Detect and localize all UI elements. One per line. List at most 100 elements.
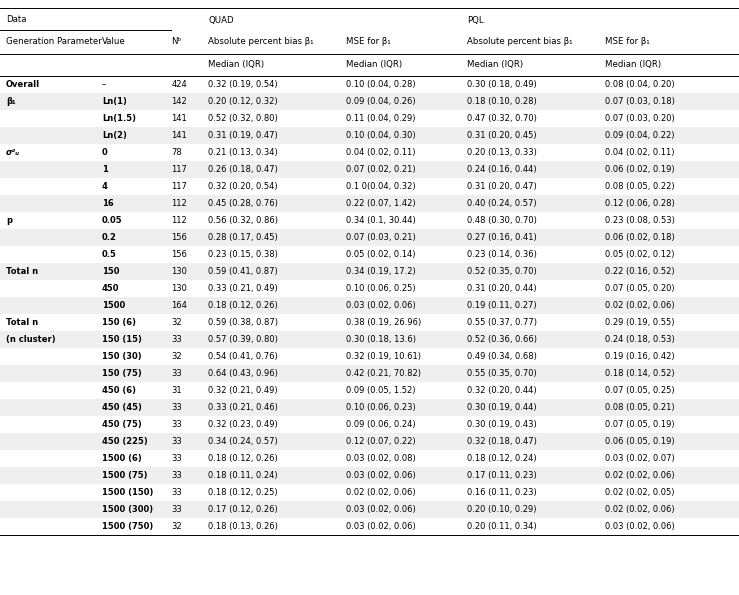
Text: 0.52 (0.32, 0.80): 0.52 (0.32, 0.80) — [208, 114, 278, 123]
Text: 0.18 (0.12, 0.25): 0.18 (0.12, 0.25) — [208, 488, 278, 497]
Text: 0.06 (0.02, 0.18): 0.06 (0.02, 0.18) — [605, 233, 674, 242]
Text: σ²ᵤ: σ²ᵤ — [6, 148, 20, 157]
Text: Overall: Overall — [6, 80, 40, 89]
Text: 0.02 (0.02, 0.06): 0.02 (0.02, 0.06) — [605, 505, 674, 514]
Text: 0.03 (0.02, 0.06): 0.03 (0.02, 0.06) — [605, 522, 674, 531]
Text: 1500 (150): 1500 (150) — [102, 488, 154, 497]
Text: 33: 33 — [171, 454, 183, 463]
Bar — [0, 433, 739, 450]
Text: 0.32 (0.19, 10.61): 0.32 (0.19, 10.61) — [346, 352, 420, 361]
Bar — [0, 365, 739, 382]
Text: 0.38 (0.19, 26.96): 0.38 (0.19, 26.96) — [346, 318, 421, 327]
Text: 0.05 (0.02, 0.12): 0.05 (0.02, 0.12) — [605, 250, 674, 259]
Text: 0.47 (0.32, 0.70): 0.47 (0.32, 0.70) — [467, 114, 537, 123]
Text: 0.52 (0.36, 0.66): 0.52 (0.36, 0.66) — [467, 335, 537, 344]
Text: 0.05 (0.02, 0.14): 0.05 (0.02, 0.14) — [346, 250, 415, 259]
Text: Data: Data — [6, 15, 27, 24]
Text: Median (IQR): Median (IQR) — [208, 61, 265, 70]
Text: 141: 141 — [171, 131, 187, 140]
Text: 0.19 (0.11, 0.27): 0.19 (0.11, 0.27) — [467, 301, 537, 310]
Bar — [0, 127, 739, 144]
Text: 0.48 (0.30, 0.70): 0.48 (0.30, 0.70) — [467, 216, 537, 225]
Text: 0.04 (0.02, 0.11): 0.04 (0.02, 0.11) — [346, 148, 415, 157]
Text: 0.33 (0.21, 0.49): 0.33 (0.21, 0.49) — [208, 284, 278, 293]
Bar — [0, 518, 739, 535]
Text: 0.05: 0.05 — [102, 216, 123, 225]
Text: 78: 78 — [171, 148, 183, 157]
Text: 0.19 (0.16, 0.42): 0.19 (0.16, 0.42) — [605, 352, 674, 361]
Text: 0.24 (0.18, 0.53): 0.24 (0.18, 0.53) — [605, 335, 674, 344]
Text: 0.09 (0.04, 0.22): 0.09 (0.04, 0.22) — [605, 131, 674, 140]
Text: 0.07 (0.05, 0.19): 0.07 (0.05, 0.19) — [605, 420, 674, 429]
Text: 33: 33 — [171, 335, 183, 344]
Bar — [0, 450, 739, 467]
Text: 0.11 (0.04, 0.29): 0.11 (0.04, 0.29) — [346, 114, 415, 123]
Text: 16: 16 — [102, 199, 114, 208]
Text: 150 (75): 150 (75) — [102, 369, 142, 378]
Text: 0.54 (0.41, 0.76): 0.54 (0.41, 0.76) — [208, 352, 278, 361]
Text: 0.55 (0.35, 0.70): 0.55 (0.35, 0.70) — [467, 369, 537, 378]
Text: Ln(1.5): Ln(1.5) — [102, 114, 136, 123]
Bar — [0, 246, 739, 263]
Bar — [0, 484, 739, 501]
Text: 0.18 (0.10, 0.28): 0.18 (0.10, 0.28) — [467, 97, 537, 106]
Text: 0.20 (0.13, 0.33): 0.20 (0.13, 0.33) — [467, 148, 537, 157]
Text: 0.31 (0.20, 0.44): 0.31 (0.20, 0.44) — [467, 284, 537, 293]
Text: Ln(1): Ln(1) — [102, 97, 127, 106]
Text: 0.07 (0.02, 0.21): 0.07 (0.02, 0.21) — [346, 165, 415, 174]
Text: 112: 112 — [171, 216, 187, 225]
Text: 0.18 (0.14, 0.52): 0.18 (0.14, 0.52) — [605, 369, 674, 378]
Text: 0.03 (0.02, 0.06): 0.03 (0.02, 0.06) — [346, 505, 415, 514]
Text: 130: 130 — [171, 284, 187, 293]
Text: p: p — [6, 216, 12, 225]
Text: 0.22 (0.16, 0.52): 0.22 (0.16, 0.52) — [605, 267, 674, 276]
Bar — [0, 331, 739, 348]
Text: 0.18 (0.13, 0.26): 0.18 (0.13, 0.26) — [208, 522, 279, 531]
Text: 33: 33 — [171, 437, 183, 446]
Text: 450 (6): 450 (6) — [102, 386, 136, 395]
Text: 0.18 (0.11, 0.24): 0.18 (0.11, 0.24) — [208, 471, 278, 480]
Text: Median (IQR): Median (IQR) — [605, 61, 661, 70]
Text: 0.18 (0.12, 0.26): 0.18 (0.12, 0.26) — [208, 301, 278, 310]
Text: 0.09 (0.06, 0.24): 0.09 (0.06, 0.24) — [346, 420, 415, 429]
Text: 0.42 (0.21, 70.82): 0.42 (0.21, 70.82) — [346, 369, 420, 378]
Text: 0.59 (0.41, 0.87): 0.59 (0.41, 0.87) — [208, 267, 278, 276]
Text: Median (IQR): Median (IQR) — [467, 61, 523, 70]
Text: MSE for β₁: MSE for β₁ — [605, 37, 650, 46]
Text: 33: 33 — [171, 369, 183, 378]
Bar — [0, 76, 739, 93]
Text: 0.12 (0.06, 0.28): 0.12 (0.06, 0.28) — [605, 199, 674, 208]
Text: 33: 33 — [171, 505, 183, 514]
Text: 0.10 (0.04, 0.30): 0.10 (0.04, 0.30) — [346, 131, 415, 140]
Text: 141: 141 — [171, 114, 187, 123]
Text: Median (IQR): Median (IQR) — [346, 61, 402, 70]
Bar — [0, 212, 739, 229]
Text: 1500 (750): 1500 (750) — [102, 522, 153, 531]
Text: 0.03 (0.02, 0.06): 0.03 (0.02, 0.06) — [346, 301, 415, 310]
Text: 0.12 (0.07, 0.22): 0.12 (0.07, 0.22) — [346, 437, 415, 446]
Text: 0.02 (0.02, 0.06): 0.02 (0.02, 0.06) — [605, 471, 674, 480]
Text: 0.09 (0.05, 1.52): 0.09 (0.05, 1.52) — [346, 386, 415, 395]
Text: 1500: 1500 — [102, 301, 125, 310]
Text: 0.34 (0.1, 30.44): 0.34 (0.1, 30.44) — [346, 216, 415, 225]
Text: 33: 33 — [171, 403, 183, 412]
Text: 0.18 (0.12, 0.26): 0.18 (0.12, 0.26) — [208, 454, 278, 463]
Text: 33: 33 — [171, 420, 183, 429]
Text: 0.03 (0.02, 0.06): 0.03 (0.02, 0.06) — [346, 522, 415, 531]
Text: 0.07 (0.03, 0.21): 0.07 (0.03, 0.21) — [346, 233, 415, 242]
Text: 156: 156 — [171, 233, 187, 242]
Text: 0.32 (0.18, 0.47): 0.32 (0.18, 0.47) — [467, 437, 537, 446]
Text: β₁: β₁ — [6, 97, 16, 106]
Text: 1500 (6): 1500 (6) — [102, 454, 142, 463]
Text: 0.09 (0.04, 0.26): 0.09 (0.04, 0.26) — [346, 97, 415, 106]
Text: 0.20 (0.12, 0.32): 0.20 (0.12, 0.32) — [208, 97, 278, 106]
Text: –: – — [102, 80, 106, 89]
Text: 0.16 (0.11, 0.23): 0.16 (0.11, 0.23) — [467, 488, 537, 497]
Text: 0.03 (0.02, 0.08): 0.03 (0.02, 0.08) — [346, 454, 415, 463]
Text: Nᵇ: Nᵇ — [171, 37, 182, 46]
Text: 156: 156 — [171, 250, 187, 259]
Text: 130: 130 — [171, 267, 187, 276]
Text: 0.06 (0.05, 0.19): 0.06 (0.05, 0.19) — [605, 437, 674, 446]
Text: (n cluster): (n cluster) — [6, 335, 55, 344]
Bar — [0, 314, 739, 331]
